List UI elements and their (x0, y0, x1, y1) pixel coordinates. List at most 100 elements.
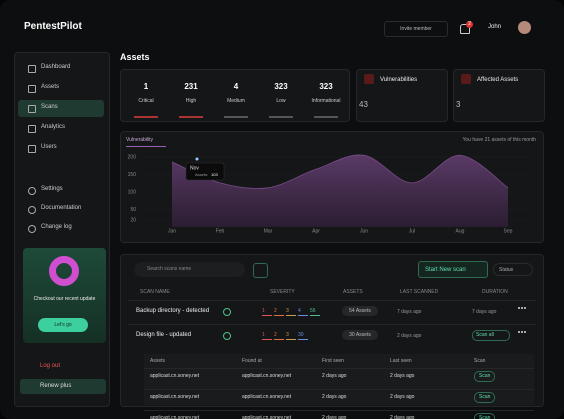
sub-cell: 2 days ago (322, 373, 347, 379)
stat-label: Low (276, 98, 286, 104)
scan-button[interactable]: Scan (474, 392, 496, 403)
column-header: SCAN NAME (140, 289, 170, 295)
severity-count: 4 (298, 308, 308, 316)
stat-bar (269, 116, 293, 118)
area-fill (172, 154, 508, 227)
sub-cell: 2 days ago (390, 373, 415, 379)
sub-cell: 2 days ago (322, 394, 347, 400)
nav-icon (28, 85, 36, 93)
y-tick-label: 200 (128, 154, 137, 160)
severity-count: 56 (310, 308, 320, 316)
scan-button[interactable]: Scan (474, 413, 496, 419)
stat-value: 323 (274, 82, 288, 91)
nav-icon (28, 125, 36, 133)
severity-count: 3 (286, 332, 296, 340)
x-tick-label: Mar (264, 228, 273, 234)
severity-count: 3 (286, 308, 296, 316)
severity-count: 1 (262, 332, 272, 340)
stat-label: Critical (138, 98, 154, 104)
brand: PentestPilot (24, 21, 82, 32)
stat-bar (314, 116, 338, 118)
x-tick-label: Jul (409, 228, 415, 234)
promo-text: Checkout our recent update (33, 296, 96, 302)
promo-button[interactable]: Let's go (38, 318, 88, 332)
sub-header: Found at (242, 358, 262, 364)
nav-item[interactable]: Settings (41, 186, 63, 192)
scan-row (128, 300, 536, 323)
stat-bar (134, 116, 158, 118)
invite-button[interactable]: Invite member (384, 21, 448, 37)
column-header: DURATION (482, 289, 508, 295)
nav-icon (28, 225, 36, 233)
x-tick-label: Jun (360, 228, 368, 234)
card-title: Vulnerabilities (380, 77, 418, 83)
sub-row (144, 368, 534, 387)
nav-icon (28, 65, 36, 73)
nav-item[interactable]: Users (41, 144, 57, 150)
card-value: 3 (456, 100, 461, 109)
user-name[interactable]: John (488, 24, 502, 30)
status-icon (223, 332, 231, 340)
new-scan-button[interactable]: Start New scan (418, 261, 488, 278)
duration: 7 days ago (472, 309, 497, 315)
nav-item[interactable]: Analytics (41, 124, 66, 130)
card-icon (364, 74, 374, 84)
severity-count: 2 (274, 332, 284, 340)
stats-panel (120, 69, 350, 122)
row-menu[interactable] (518, 331, 526, 341)
severity-count: 30 (298, 332, 308, 340)
status-filter[interactable]: Status (493, 263, 533, 276)
chart-tab[interactable]: Vulnerability (126, 137, 166, 147)
y-tick-label: 50 (130, 207, 136, 213)
promo-image (49, 256, 79, 286)
nav-item[interactable]: Scans (41, 104, 58, 110)
stat-value: 4 (233, 82, 239, 91)
severity-count: 2 (274, 308, 284, 316)
area-chart: 200 150 100 50 20 Jan Feb Mar Apr Jun Jul Aug Sep Nov… (128, 154, 530, 234)
x-tick-label: Apr (312, 228, 320, 234)
stat-value: 231 (184, 82, 198, 91)
scan-name[interactable]: Design file - updated (136, 332, 192, 338)
nav-icon (28, 145, 36, 153)
column-header: LAST SCANNED (400, 289, 439, 295)
stat-label: Informational (311, 98, 341, 104)
sub-cell: applicast.cn.soney.net (242, 373, 292, 379)
renew-button[interactable]: Renew plus (20, 379, 106, 394)
duration[interactable]: Scan all (472, 330, 510, 341)
scan-button[interactable]: Scan (474, 371, 496, 382)
avatar[interactable] (518, 21, 531, 34)
stat-value: 1 (143, 82, 149, 91)
sub-cell: applicast.cn.soney.net (150, 373, 200, 379)
y-tick-label: 150 (128, 172, 137, 178)
sub-cell: 2 days ago (390, 394, 415, 400)
row-menu[interactable] (518, 307, 526, 317)
stat-bar (224, 116, 248, 118)
assets-badge: 30 Assets (342, 330, 378, 340)
sub-header: Scan (474, 358, 486, 364)
notification-badge: 2 (466, 21, 473, 28)
nav-item[interactable]: Change log (41, 224, 72, 230)
sub-header: Last seen (390, 358, 412, 364)
scan-name[interactable]: Backup directory - detected (136, 308, 210, 314)
nav-item[interactable]: Assets (41, 84, 60, 90)
nav-item[interactable]: Documentation (41, 205, 82, 211)
bell[interactable] (460, 24, 470, 34)
y-tick-label: 100 (128, 189, 137, 195)
x-tick-label: Aug (456, 228, 465, 234)
card-title: Affected Assets (477, 77, 519, 83)
sub-row (144, 389, 534, 408)
logout[interactable]: Log out (40, 363, 61, 369)
sub-table (144, 354, 534, 405)
sub-cell: applicast.cn.soney.net (150, 415, 200, 419)
card-value: 43 (359, 100, 368, 109)
sub-cell: applicast.cn.soney.net (150, 394, 200, 400)
sub-header: Assets (150, 358, 166, 364)
x-tick-label: Jan (168, 228, 176, 234)
nav-item[interactable]: Dashboard (41, 64, 71, 70)
refresh-button[interactable] (253, 263, 268, 278)
severity-count: 1 (262, 308, 272, 316)
tooltip (185, 162, 225, 181)
search-box[interactable]: Search scans name (134, 262, 245, 277)
sub-row (144, 410, 534, 419)
